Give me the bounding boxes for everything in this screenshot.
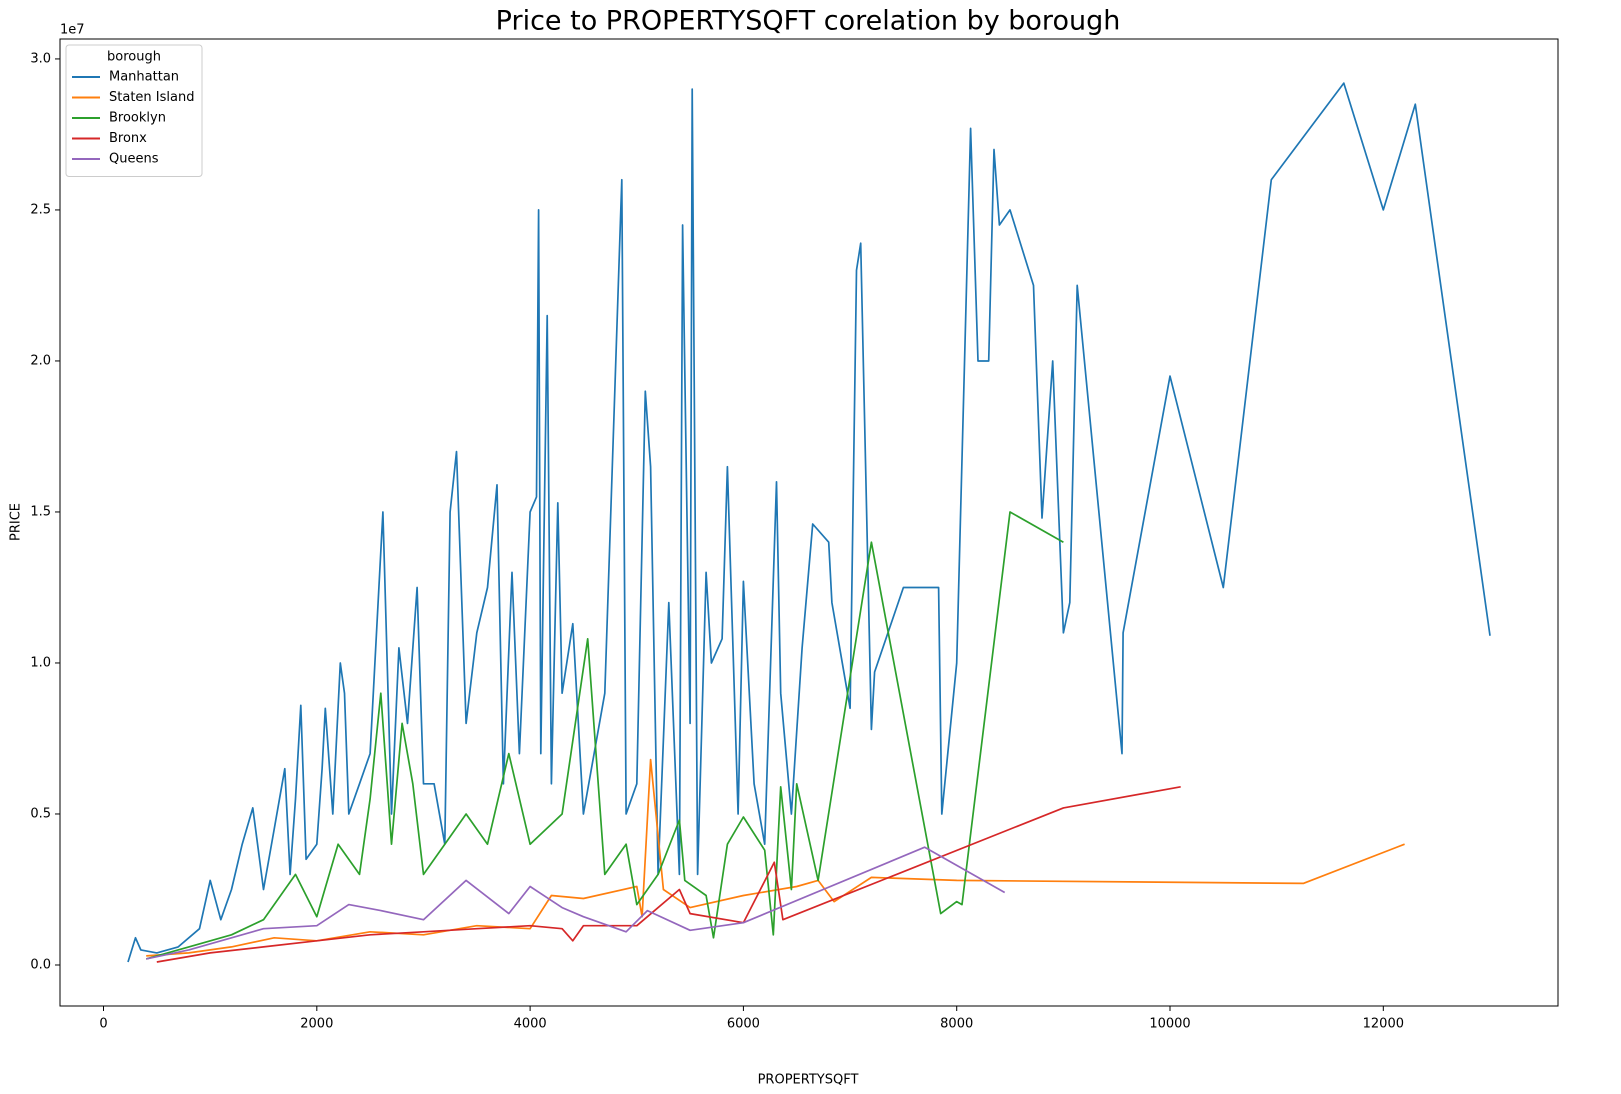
x-tick-label: 4000	[514, 1017, 547, 1032]
x-axis-label: PROPERTYSQFT	[758, 1073, 859, 1088]
legend-label: Staten Island	[109, 90, 194, 105]
legend-label: Queens	[109, 152, 159, 167]
x-tick-label: 6000	[727, 1017, 760, 1032]
y-tick-label: 2.5	[30, 202, 51, 217]
legend-label: Bronx	[109, 131, 147, 146]
x-tick-label: 10000	[1149, 1017, 1190, 1032]
y-tick-label: 2.0	[30, 353, 51, 368]
y-axis-label: PRICE	[9, 503, 24, 541]
legend-label: Manhattan	[109, 70, 179, 85]
x-tick-label: 8000	[940, 1017, 973, 1032]
x-tick-label: 2000	[300, 1017, 333, 1032]
y-tick-label: 0.0	[30, 957, 51, 972]
y-tick-label: 1.5	[30, 504, 51, 519]
legend-title: borough	[107, 50, 161, 65]
chart-title: Price to PROPERTYSQFT corelation by boro…	[496, 6, 1121, 37]
y-offset-label: 1e7	[60, 23, 85, 38]
x-tick-label: 0	[99, 1017, 107, 1032]
line-series	[145, 511, 1064, 960]
y-tick-label: 1.0	[30, 655, 51, 670]
y-tick-label: 0.5	[30, 806, 51, 821]
y-tick-label: 3.0	[30, 51, 51, 66]
legend-label: Brooklyn	[109, 111, 166, 126]
x-tick-label: 12000	[1363, 1017, 1404, 1032]
line-series	[146, 846, 1006, 960]
plot-frame	[59, 38, 1559, 1007]
line-series	[156, 785, 1181, 963]
line-series	[127, 82, 1491, 963]
